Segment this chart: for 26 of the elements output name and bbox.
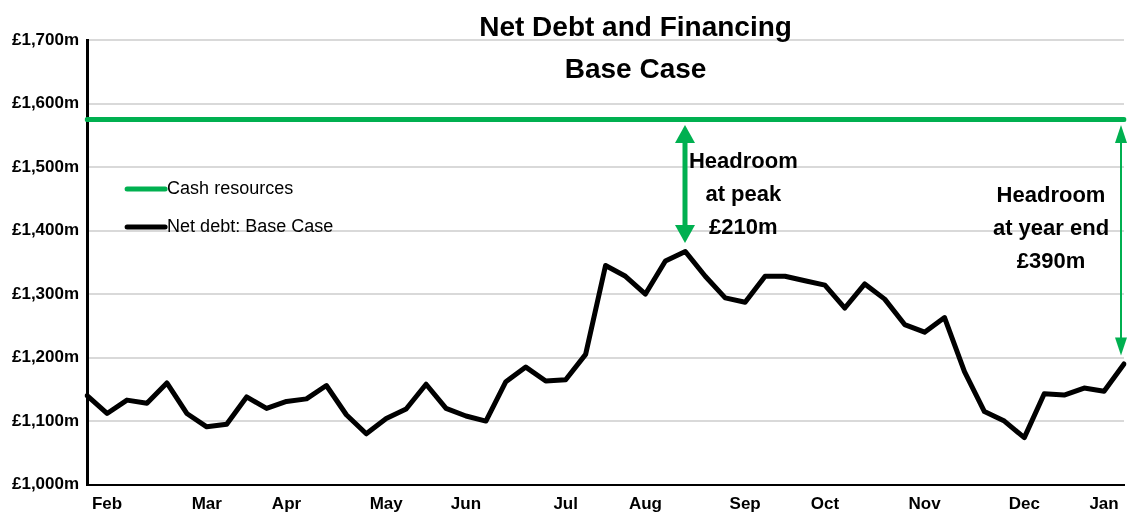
legend-label: Net debt: Base Case [167,215,334,236]
y-tick-label: £1,700m [11,29,80,49]
x-tick-label: Oct [810,494,840,514]
x-tick-label: Mar [191,494,223,514]
x-tick-label: Apr [271,494,302,514]
x-tick-label: Nov [908,494,942,514]
text: Base Case [564,52,707,84]
x-tick-label: Dec [1008,494,1040,514]
x-tick-label: Feb [91,494,123,514]
legend-label: Cash resources [167,177,294,198]
chart-title: Net Debt and Financing [479,10,792,42]
y-tick-label: £1,400m [11,220,80,240]
annotation: Headroom at year end £390m [992,182,1110,274]
x-tick-label: Jun [450,494,482,514]
x-tick-label: May [369,494,404,514]
annotation: Headroom at peak £210m [688,148,798,240]
y-tick-label: £1,000m [11,474,80,494]
y-tick-label: £1,200m [11,347,80,367]
x-tick-label: Aug [628,494,662,514]
x-tick-label: Sep [729,494,761,514]
y-tick-label: £1,100m [11,410,80,430]
x-tick-label: Jul [553,494,578,514]
y-tick-label: £1,300m [11,283,80,303]
x-tick-label: Jan [1089,494,1119,514]
y-tick-label: £1,500m [11,156,80,176]
y-tick-label: £1,600m [11,93,80,113]
